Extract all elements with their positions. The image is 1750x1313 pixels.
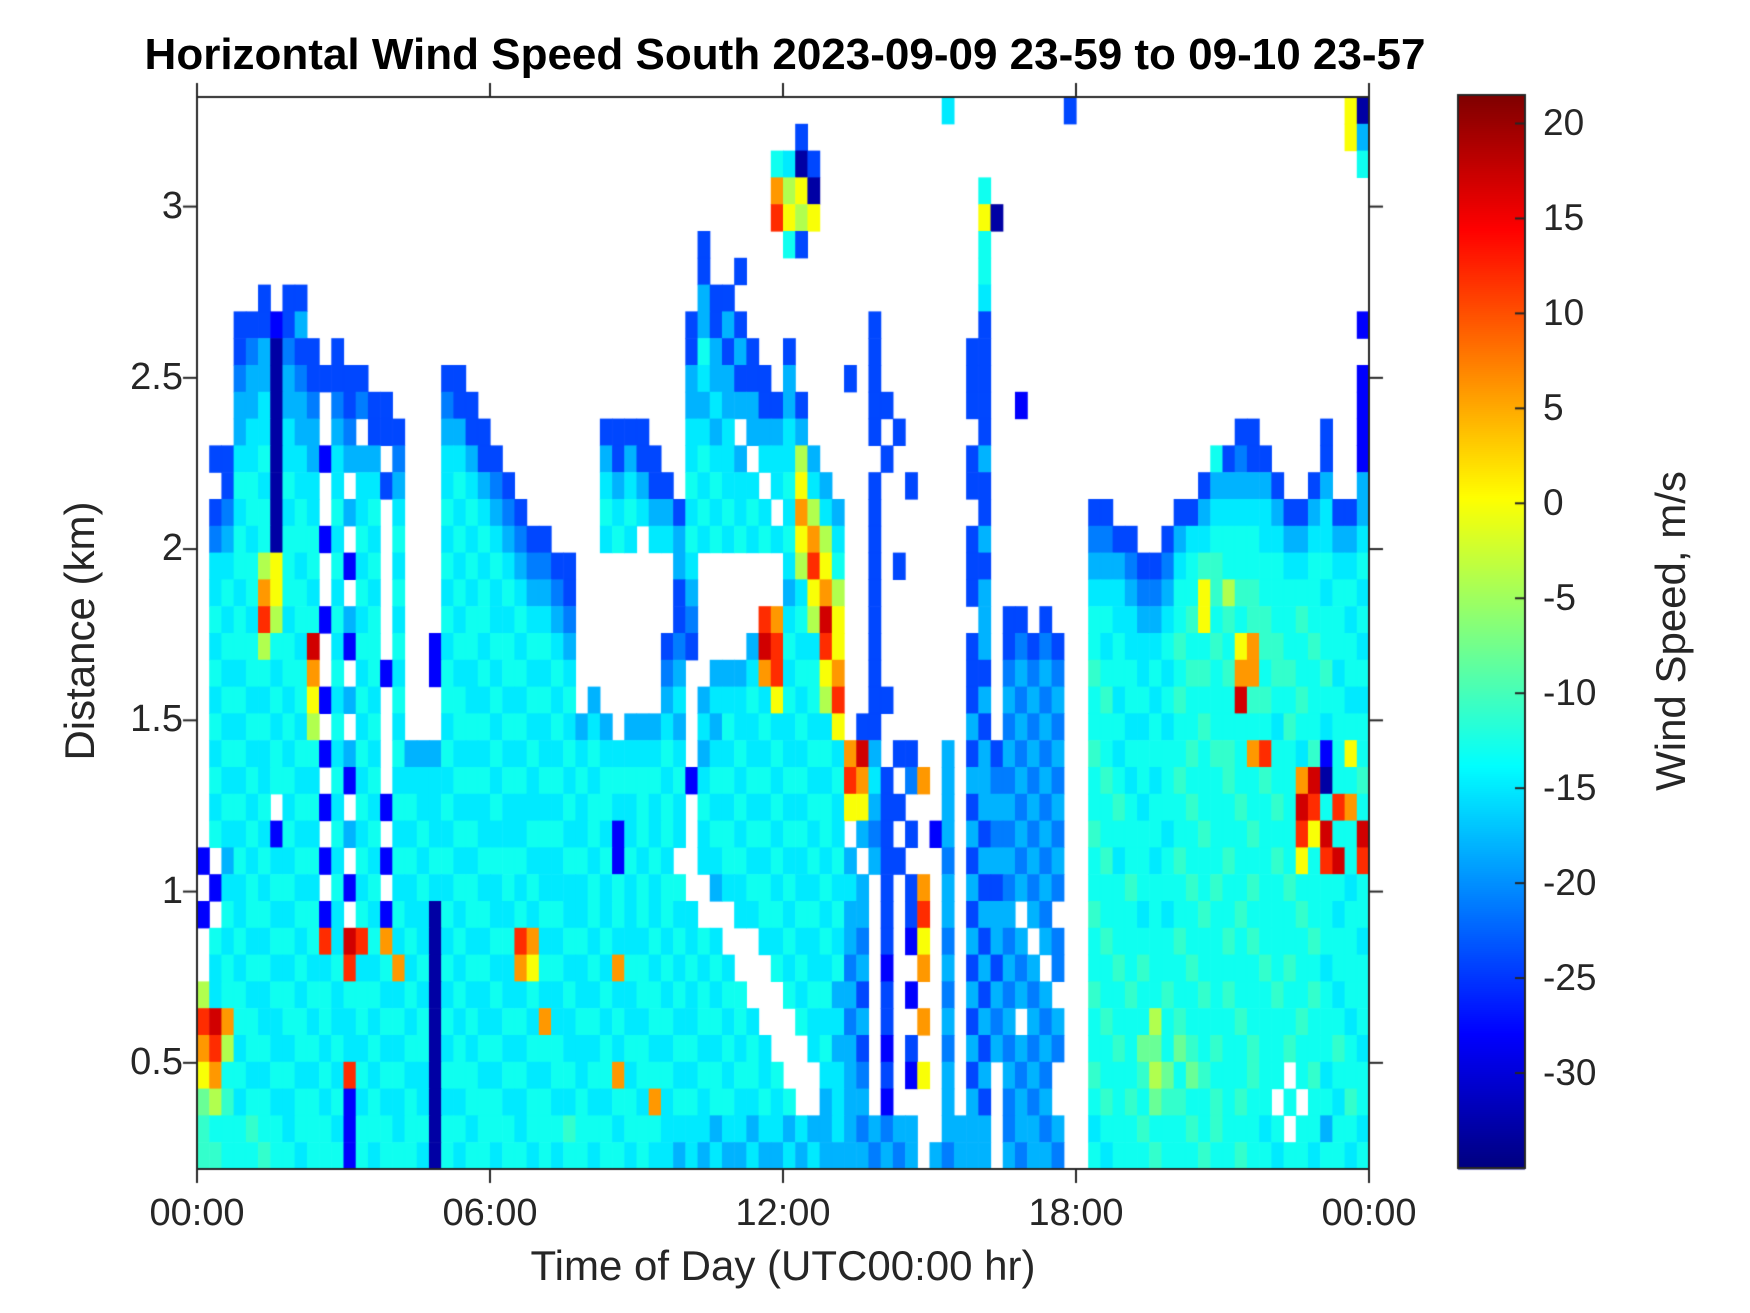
y-tick-label: 2 [161, 527, 183, 570]
x-tick-label: 00:00 [1321, 1192, 1417, 1234]
colorbar-tick-label: 10 [1543, 292, 1585, 334]
colorbar-tick-label: -25 [1543, 957, 1597, 999]
colorbar-tick-label: -15 [1543, 767, 1597, 809]
y-tick-label: 0.5 [130, 1040, 183, 1083]
x-tick-label: 12:00 [735, 1192, 831, 1234]
colorbar-tick-label: 0 [1543, 482, 1564, 524]
colorbar-tick-label: 20 [1543, 102, 1585, 144]
chart-title: Horizontal Wind Speed South 2023-09-09 2… [144, 30, 1426, 79]
y-tick-label: 3 [161, 184, 183, 227]
colorbar-tick-label: 15 [1543, 197, 1585, 239]
x-tick-label: 06:00 [442, 1192, 538, 1234]
colorbar-tick-label: 5 [1543, 387, 1564, 429]
colorbar-tick-label: -5 [1543, 577, 1576, 619]
y-tick-label: 1 [161, 869, 183, 912]
colorbar-tick-label: -20 [1543, 862, 1597, 904]
colorbar-tick-label: -30 [1543, 1052, 1597, 1094]
x-axis-label: Time of Day (UTC00:00 hr) [530, 1242, 1036, 1289]
y-axis-label: Distance (km) [56, 501, 103, 761]
y-tick-label: 1.5 [130, 698, 183, 741]
x-tick-label: 18:00 [1028, 1192, 1124, 1234]
colorbar-tick-label: -10 [1543, 672, 1597, 714]
y-tick-label: 2.5 [130, 355, 183, 398]
x-tick-label: 00:00 [149, 1192, 245, 1234]
